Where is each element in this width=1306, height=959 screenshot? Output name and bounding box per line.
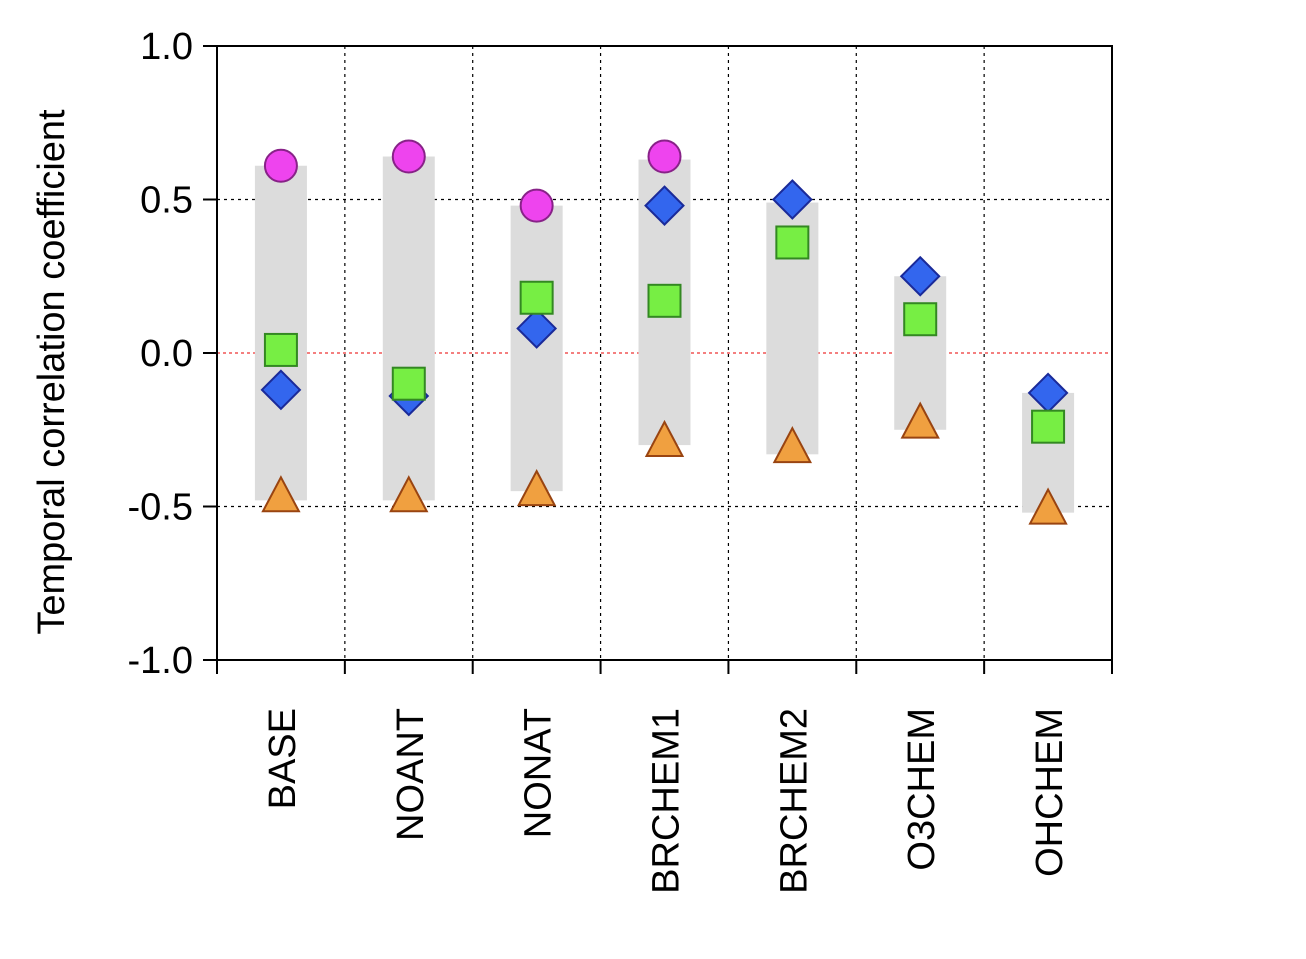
square-marker [903, 302, 938, 337]
diamond-marker [899, 255, 941, 297]
circle-marker [391, 139, 426, 174]
diamond-marker [644, 185, 685, 227]
triangle-marker [1028, 487, 1068, 525]
square-marker [775, 225, 810, 260]
square-marker [391, 366, 426, 401]
y-tick-label: -1.0 [128, 640, 193, 682]
x-tick-label: O3CHEM [901, 708, 943, 871]
square-marker [1031, 409, 1066, 444]
x-tick-label: NONAT [518, 708, 560, 838]
grid [217, 46, 1112, 660]
tick-labels: -1.0 -0.5 0.0 0.5 1.0 BASE NOANT NONAT BRCHEM1 BR… [128, 26, 1072, 894]
range-bar [382, 156, 435, 501]
square-marker [263, 332, 298, 367]
diamond-marker [771, 179, 813, 220]
triangle-marker [516, 469, 557, 507]
x-tick-label: NOANT [390, 708, 432, 841]
axes [203, 45, 1113, 674]
circle-marker [647, 139, 682, 174]
circle-marker [263, 148, 298, 183]
square-marker [647, 283, 682, 318]
triangle-marker [261, 475, 301, 513]
y-axis-label: Temporal correlation coefficient [31, 109, 73, 635]
triangle-marker [900, 401, 940, 439]
triangle-marker [389, 475, 429, 513]
square-marker [519, 280, 554, 315]
y-tick-label: 0.5 [140, 180, 193, 222]
x-tick-label: BRCHEM1 [646, 708, 688, 894]
y-tick-label: -0.5 [128, 487, 193, 529]
x-tick-label: OHCHEM [1029, 708, 1071, 877]
diamond-marker [260, 369, 302, 411]
y-tick-label: 1.0 [140, 26, 193, 68]
triangle-marker [772, 426, 813, 464]
diamond-marker [516, 308, 558, 349]
circle-marker [519, 188, 554, 223]
markers [260, 139, 1069, 525]
y-tick-label: 0.0 [140, 333, 193, 375]
x-tick-label: BRCHEM2 [773, 708, 815, 894]
triangle-marker [644, 419, 685, 458]
x-tick-label: BASE [262, 708, 304, 809]
